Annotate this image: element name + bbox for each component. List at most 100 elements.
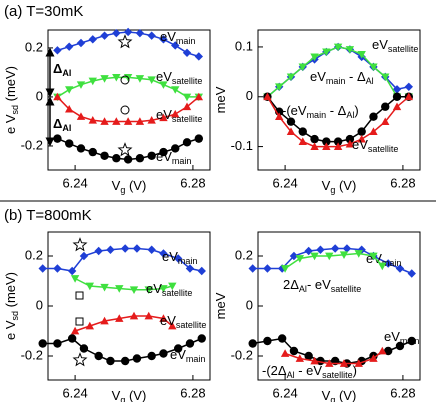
panel-title: (a) T=30mK: [4, 3, 83, 20]
data-point: [76, 144, 86, 153]
data-point: [310, 142, 319, 150]
text-part: V: [322, 178, 331, 193]
y-tick-label: -0.2: [21, 137, 43, 152]
text-part: Δ: [53, 61, 62, 76]
data-point: [369, 354, 378, 362]
subscript: main: [326, 76, 346, 86]
subscript: Al: [346, 110, 354, 120]
data-point: [123, 155, 133, 164]
y-axis-label: meV: [213, 86, 228, 113]
series-line: [266, 46, 409, 98]
data-point: [369, 63, 378, 72]
data-point: [325, 252, 334, 261]
series-label: eVsatellite: [372, 37, 418, 54]
data-point: [304, 351, 313, 361]
text-part: - Δ: [345, 69, 366, 84]
y-tick-label: -0.1: [231, 138, 253, 153]
x-tick-label: 6.28: [180, 175, 205, 190]
data-point: [147, 31, 156, 40]
text-part: eV: [156, 69, 172, 84]
series-label: 2ΔAl- eVsatellite: [283, 277, 361, 294]
subscript: main: [176, 36, 196, 46]
data-point: [404, 82, 414, 91]
text-part: eV: [146, 281, 162, 296]
subscript: Al: [366, 76, 374, 86]
data-point: [65, 86, 74, 94]
y-tick-label: 0.2: [235, 247, 253, 262]
data-point: [182, 93, 192, 102]
data-point: [112, 28, 121, 38]
data-point: [295, 255, 305, 263]
subscript: sd: [10, 105, 20, 115]
data-point: [100, 75, 109, 83]
data-point: [304, 246, 313, 256]
subscript: g: [330, 185, 335, 195]
subscript: satellite: [388, 44, 419, 54]
data-point: [53, 339, 62, 348]
text-part: e V: [3, 320, 18, 340]
text-part: eV: [352, 137, 368, 152]
data-point: [298, 63, 307, 72]
data-point: [123, 117, 133, 125]
data-point: [339, 251, 349, 259]
data-point: [310, 356, 319, 365]
data-point: [404, 92, 414, 101]
series-label: eVsatellite: [156, 107, 202, 124]
series-label: -(eVmain - ΔAl): [282, 103, 359, 120]
data-point: [325, 359, 334, 367]
series-label: eVsatellite: [156, 69, 202, 86]
data-point: [275, 83, 284, 91]
data-point: [330, 244, 340, 253]
text-part: Δ: [53, 116, 62, 131]
text-part: (meV): [3, 272, 18, 311]
data-point: [248, 264, 257, 273]
data-point: [171, 86, 180, 94]
data-point: [65, 42, 74, 51]
data-point: [345, 46, 355, 54]
subscript: main: [172, 156, 192, 166]
data-point: [159, 314, 168, 322]
text-part: - eV: [307, 277, 331, 292]
y-axis-label: e Vsd (meV): [3, 272, 20, 340]
data-point: [322, 137, 331, 146]
data-point: [280, 349, 290, 357]
data-point: [407, 269, 416, 278]
data-point: [381, 117, 390, 126]
data-point: [322, 142, 331, 150]
y-tick-label: -0.2: [21, 347, 43, 362]
x-tick-label: 6.28: [390, 385, 415, 400]
subscript: g: [330, 395, 335, 402]
data-point: [53, 134, 62, 143]
data-point: [378, 346, 387, 355]
text-part: (V): [335, 178, 356, 193]
plot-frame: [257, 231, 421, 381]
text-part: eV: [170, 347, 186, 362]
data-point: [310, 134, 319, 144]
data-point: [100, 31, 109, 40]
data-point: [333, 137, 343, 146]
data-point: [280, 265, 290, 273]
data-point: [392, 85, 402, 94]
text-part: eV: [310, 69, 326, 84]
series-line: [74, 315, 173, 332]
y-tick-label: 0.1: [235, 38, 253, 53]
data-point: [147, 116, 156, 124]
subscript: satellite: [172, 114, 203, 124]
data-point: [135, 75, 145, 83]
data-point: [100, 117, 109, 125]
subscript: Al: [287, 370, 295, 380]
subscript: satellite: [162, 288, 193, 298]
data-point: [159, 35, 168, 44]
data-point: [357, 51, 366, 59]
data-point: [129, 286, 139, 294]
series-label: eVmain: [162, 249, 197, 266]
star-symbol: [117, 34, 133, 49]
data-point: [112, 73, 121, 82]
text-part: eV: [160, 313, 176, 328]
data-point: [342, 244, 352, 253]
x-tick-label: 6.24: [62, 385, 87, 400]
subscript: sd: [10, 311, 20, 321]
data-point: [147, 76, 156, 84]
data-point: [286, 117, 296, 126]
data-point: [322, 48, 331, 57]
